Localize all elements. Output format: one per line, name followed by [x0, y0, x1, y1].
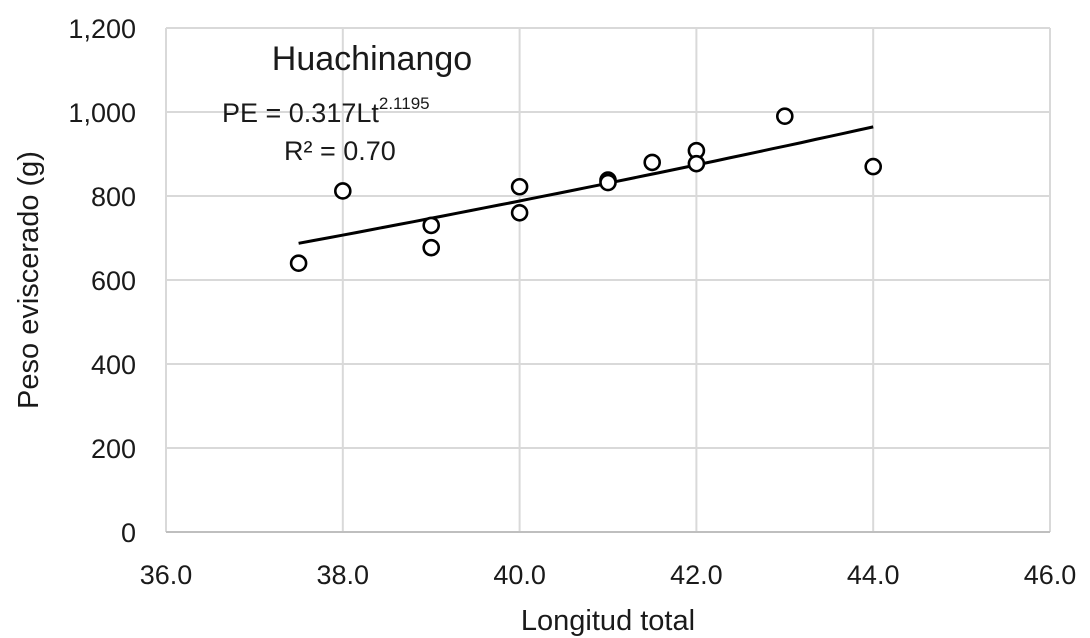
- x-tick-label: 46.0: [1024, 560, 1077, 590]
- equation-main: PE = 0.317Lt: [222, 98, 379, 128]
- x-tick-label: 42.0: [670, 560, 723, 590]
- y-tick-label: 600: [91, 266, 136, 296]
- x-tick-label: 44.0: [847, 560, 900, 590]
- x-tick-label: 40.0: [493, 560, 546, 590]
- y-tick-label: 1,200: [68, 14, 136, 44]
- trendline: [298, 125, 874, 245]
- y-tick-label: 1,000: [68, 98, 136, 128]
- y-tick-label: 800: [91, 182, 136, 212]
- data-point: [289, 254, 308, 273]
- data-point: [687, 154, 706, 173]
- chart-title: Huachinango: [272, 40, 472, 78]
- gridlines: [165, 27, 1051, 532]
- x-tick-label: 36.0: [140, 560, 193, 590]
- x-axis-title: Longitud total: [521, 605, 695, 637]
- trendline-equation: PE = 0.317Lt2.1195: [222, 94, 430, 128]
- data-point: [422, 216, 441, 235]
- data-point: [422, 238, 441, 257]
- x-tick-labels: 36.0 38.0 40.0 42.0 44.0 46.0: [140, 560, 1077, 590]
- data-point: [599, 173, 617, 192]
- y-axis-title: Peso eviscerado (g): [13, 151, 45, 409]
- y-tick-labels: 0 200 400 600 800 1,000 1,200: [68, 14, 136, 548]
- data-point: [510, 204, 529, 222]
- data-points: [289, 107, 883, 273]
- data-point: [775, 107, 794, 125]
- data-point: [510, 177, 529, 196]
- data-point: [333, 182, 352, 200]
- x-tick-label: 38.0: [317, 560, 370, 590]
- y-tick-label: 0: [121, 518, 136, 548]
- y-tick-label: 200: [91, 434, 136, 464]
- equation-exponent: 2.1195: [379, 94, 430, 113]
- data-point: [643, 153, 662, 172]
- data-point: [864, 157, 883, 176]
- y-tick-label: 400: [91, 350, 136, 380]
- r-squared-label: R² = 0.70: [284, 136, 396, 166]
